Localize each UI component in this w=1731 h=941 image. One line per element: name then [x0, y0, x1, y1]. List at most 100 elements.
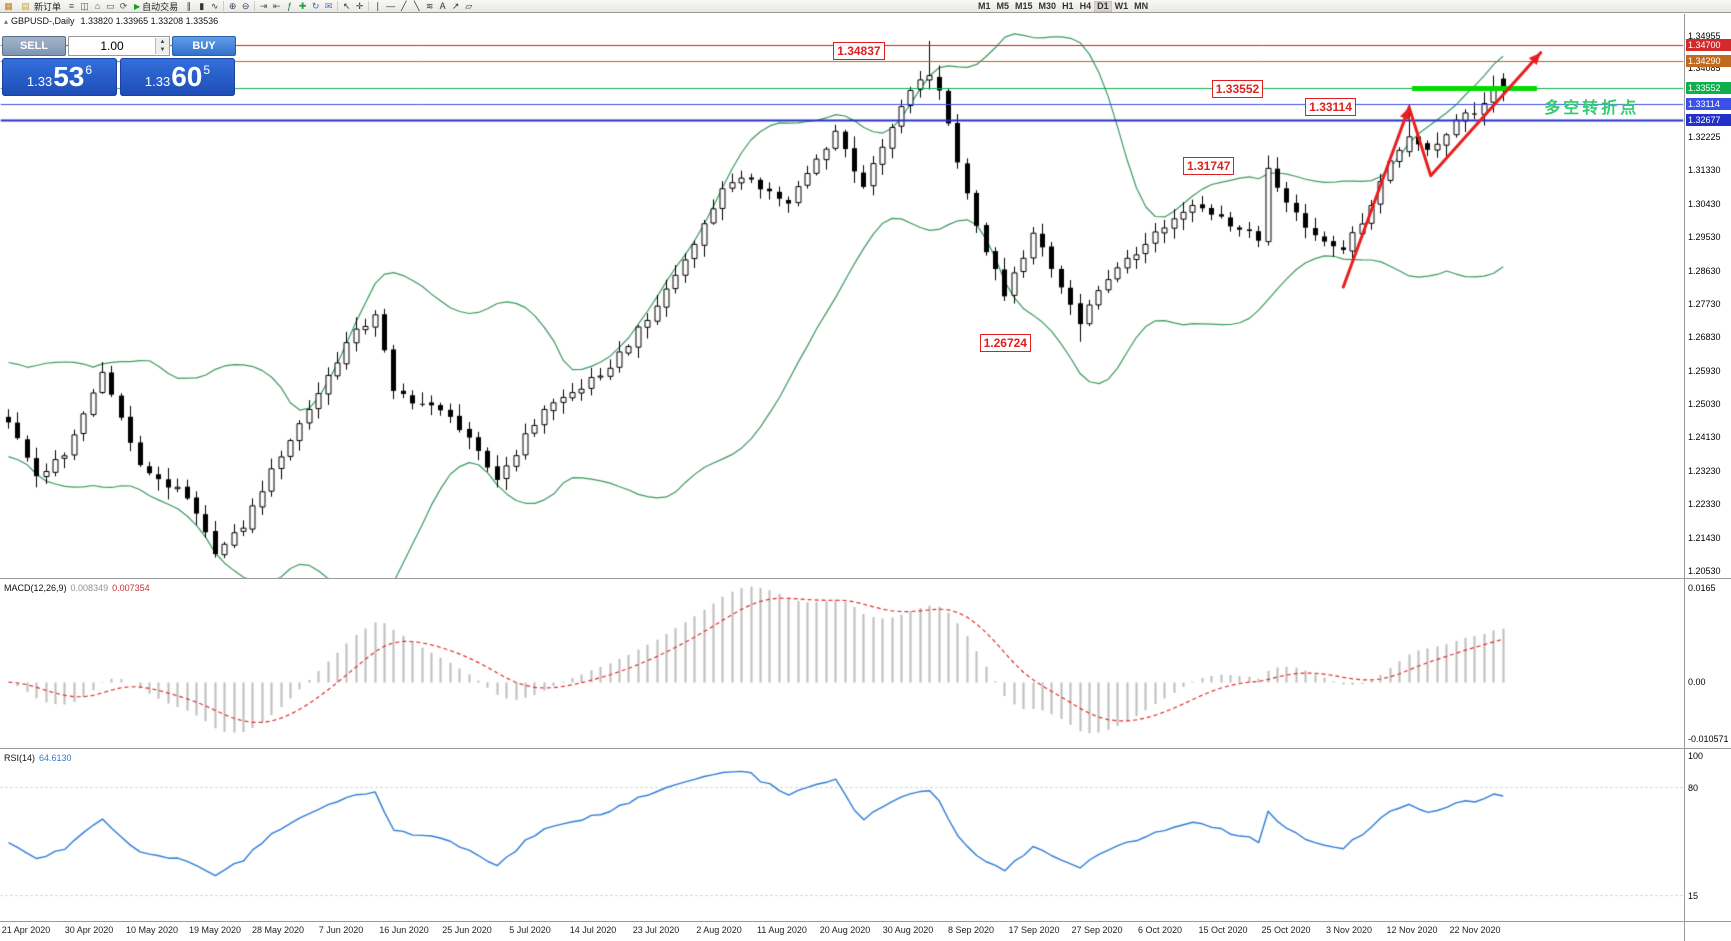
price-axis-label: 1.23230 [1688, 466, 1721, 476]
panel-separator-macd[interactable] [0, 578, 1731, 579]
volume-up-button[interactable]: ▲ [156, 38, 169, 46]
date-axis-label: 20 Aug 2020 [819, 925, 871, 935]
price-axis-label: 1.32225 [1688, 132, 1721, 142]
date-axis-label: 16 Jun 2020 [379, 925, 429, 935]
macd-signal-value: 0.007354 [112, 583, 150, 593]
trendline-icon[interactable]: ╱ [400, 0, 407, 11]
buy-price-display[interactable]: 1.33 60 5 [120, 58, 235, 96]
add-indicator-icon[interactable]: ✚ [298, 0, 307, 11]
timeframe-button-d1[interactable]: D1 [1094, 1, 1112, 12]
strategy-tester-icon[interactable]: ⟳ [119, 0, 128, 11]
date-axis-label: 12 Nov 2020 [1386, 925, 1438, 935]
timeframe-button-h4[interactable]: H4 [1077, 1, 1095, 12]
timeframe-button-m5[interactable]: M5 [994, 1, 1013, 12]
mail-icon[interactable]: ✉ [324, 0, 333, 11]
volume-down-button[interactable]: ▼ [156, 46, 169, 54]
data-window-icon[interactable]: ◫ [80, 0, 89, 11]
trade-prices-row: 1.33 53 6 1.33 60 5 [2, 58, 238, 96]
sell-price-base: 1.33 [26, 74, 53, 89]
price-axis-badge: 1.34700 [1686, 39, 1731, 51]
macd-main-value: 0.008349 [70, 583, 109, 593]
zoom-out-icon[interactable]: ⊖ [241, 0, 250, 11]
toolbar-group-chart-tools: ∥ ▮ ∿ ⊕ ⊖ ⇥ ⇤ ƒ ✚ ↻ ✉ ↖ ✛ ∣ ― ╱ ╲ ≋ A ↗ ▱ [182, 0, 475, 12]
buy-price-big: 60 [171, 61, 203, 92]
toolbar-group-panels: ≡ ◫ ⌂ ▭ ⟳ [65, 1, 130, 12]
timeframe-button-m1[interactable]: M1 [975, 1, 994, 12]
cursor-icon[interactable]: ↖ [342, 0, 351, 11]
toolbar-separator [337, 0, 339, 11]
price-annotation-box[interactable]: 1.26724 [979, 334, 1031, 352]
autotrading-button[interactable]: ▶ 自动交易 [131, 0, 181, 12]
date-axis-label: 10 May 2020 [125, 925, 179, 935]
panel-separator-rsi[interactable] [0, 748, 1731, 749]
bar-chart-icon[interactable]: ∥ [186, 0, 191, 11]
shapes-icon[interactable]: ▱ [465, 0, 473, 11]
price-annotation-box[interactable]: 1.33114 [1305, 98, 1356, 116]
vertical-line-icon[interactable]: ∣ [375, 0, 380, 11]
price-annotation-box[interactable]: 1.34837 [833, 42, 885, 60]
price-annotation-box[interactable]: 1.33552 [1211, 80, 1264, 98]
chart-symbol-period: GBPUSD-,Daily [11, 16, 75, 26]
arrows-icon[interactable]: ↗ [451, 0, 460, 11]
chart-shift-icon[interactable]: ⇤ [272, 0, 281, 11]
price-axis-label: 1.26830 [1688, 332, 1721, 342]
axis-separator-vertical [1684, 14, 1685, 941]
buy-button[interactable]: BUY [172, 36, 236, 56]
volume-spin-buttons: ▲ ▼ [155, 38, 169, 54]
timeframe-button-w1[interactable]: W1 [1112, 1, 1132, 12]
timeframe-button-m15[interactable]: M15 [1012, 1, 1036, 12]
text-icon[interactable]: A [439, 0, 446, 11]
rsi-axis-label: 100 [1688, 751, 1704, 761]
candlestick-chart-icon[interactable]: ▮ [199, 0, 205, 11]
timeframe-button-mn[interactable]: MN [1131, 1, 1151, 12]
market-watch-icon[interactable]: ≡ [68, 0, 75, 11]
date-axis-label: 25 Oct 2020 [1261, 925, 1311, 935]
horizontal-line-icon[interactable]: ― [386, 0, 396, 11]
bull-bear-turning-point-note: 多空转折点 [1544, 100, 1640, 117]
timeframe-button-h1[interactable]: H1 [1059, 1, 1077, 12]
price-axis-label: 1.21430 [1688, 533, 1721, 543]
auto-scroll-icon[interactable]: ⇥ [259, 0, 268, 11]
trade-controls-row: SELL 1.00 ▲ ▼ BUY [2, 36, 238, 56]
timeframe-button-m30[interactable]: M30 [1036, 1, 1060, 12]
sell-price-display[interactable]: 1.33 53 6 [2, 58, 117, 96]
rsi-axis-label: 80 [1688, 783, 1699, 793]
chart-window-icon[interactable]: ▦ [4, 0, 13, 11]
terminal-icon[interactable]: ▭ [106, 0, 115, 11]
toolbar-separator [368, 0, 370, 11]
date-axis-label: 21 Apr 2020 [1, 925, 51, 935]
fibonacci-icon[interactable]: ≋ [425, 0, 434, 11]
indicators-icon[interactable]: ƒ [287, 0, 293, 11]
price-axis-label: 1.34085 [1688, 63, 1721, 73]
line-chart-icon[interactable]: ∿ [210, 0, 219, 11]
channel-icon[interactable]: ╲ [413, 0, 420, 11]
rsi-indicator-label: RSI(14) 64.6130 [4, 753, 72, 763]
rsi-name: RSI(14) [4, 753, 36, 763]
date-axis-label: 30 Aug 2020 [882, 925, 934, 935]
rsi-value: 64.6130 [39, 753, 72, 763]
volume-value: 1.00 [100, 39, 124, 53]
toolbar-group-windows: ▦ [2, 1, 15, 12]
price-axis-label: 1.34955 [1688, 31, 1721, 41]
refresh-icon[interactable]: ↻ [311, 0, 320, 11]
price-axis-label: 1.30430 [1688, 199, 1721, 209]
macd-indicator-label: MACD(12,26,9) 0.008349 0.007354 [4, 583, 150, 593]
volume-stepper[interactable]: 1.00 ▲ ▼ [68, 36, 170, 56]
sell-button[interactable]: SELL [2, 36, 66, 56]
new-order-button[interactable]: ▤ 新订单 [16, 0, 64, 12]
crosshair-icon[interactable]: ✛ [355, 0, 364, 11]
price-axis-label: 1.27730 [1688, 299, 1721, 309]
zoom-in-icon[interactable]: ⊕ [228, 0, 237, 11]
price-axis-label: 1.29530 [1688, 232, 1721, 242]
play-icon: ▶ [134, 1, 141, 11]
chart-ohlc-values: 1.33820 1.33965 1.33208 1.33536 [80, 16, 219, 26]
autotrading-label: 自动交易 [142, 1, 179, 12]
new-order-label: 新订单 [34, 1, 62, 12]
price-annotation-box[interactable]: 1.31747 [1183, 157, 1235, 175]
navigator-icon[interactable]: ⌂ [94, 0, 101, 11]
date-axis-label: 14 Jul 2020 [569, 925, 617, 935]
date-axis-label: 15 Oct 2020 [1198, 925, 1248, 935]
toolbar-separator [223, 0, 225, 11]
